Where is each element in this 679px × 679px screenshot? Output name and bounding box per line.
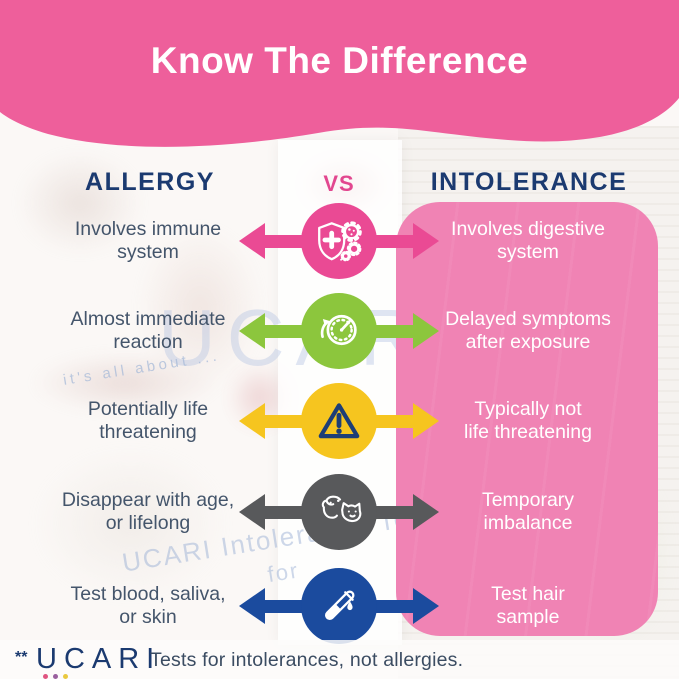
intolerance-fact: Typically not life threatening (464, 398, 592, 443)
logo-dot-purple (53, 674, 58, 679)
intolerance-fact: Delayed symptoms after exposure (445, 308, 611, 353)
allergy-fact: Potentially life threatening (87, 398, 209, 443)
column-header-intolerance: INTOLERANCE (430, 168, 628, 196)
pets-icon (301, 474, 377, 550)
header-banner: Know The Difference (0, 0, 679, 160)
comparison-row-severity: Potentially life threatening Typically n… (0, 376, 679, 466)
stopwatch-glyph (320, 314, 357, 346)
logo-dot-yellow (63, 674, 68, 679)
banner-wave-path (0, 0, 679, 147)
intolerance-fact: Temporary imbalance (481, 489, 575, 534)
footer-tagline: Tests for intolerances, not allergies. (150, 649, 464, 671)
right-arrow-icon (413, 403, 439, 439)
left-arrow-icon (239, 494, 265, 530)
right-arrow-icon (413, 588, 439, 624)
dog-cat-glyph (321, 495, 362, 523)
page-title: Know The Difference (150, 40, 529, 81)
left-arrow-icon (239, 403, 265, 439)
allergy-fact: Disappear with age, or lifelong (61, 489, 235, 534)
allergy-fact: Almost immediate reaction (70, 308, 226, 353)
footer: ** UCARI Tests for intolerances, not all… (0, 640, 679, 679)
arrow-shaft (370, 505, 417, 519)
arrow-shaft (370, 414, 417, 428)
arrow-shaft (262, 599, 309, 613)
footnote-asterisks: ** (15, 649, 28, 666)
right-arrow-icon (413, 313, 439, 349)
arrow-shaft (370, 599, 417, 613)
comparison-row-testing: Test blood, saliva, or skin Test hair sa… (0, 561, 679, 651)
right-arrow-icon (413, 494, 439, 530)
arrow-shaft (262, 234, 309, 248)
arrow-shaft (262, 505, 309, 519)
warning-triangle-glyph (318, 403, 360, 439)
ucari-logo-dots (43, 674, 68, 679)
warning-icon (301, 383, 377, 459)
arrow-shaft (370, 234, 417, 248)
logo-dot-pink (43, 674, 48, 679)
arrow-shaft (370, 324, 417, 338)
intolerance-fact: Test hair sample (491, 583, 565, 628)
comparison-row-immune: Involves immune system Involves digestiv… (0, 196, 679, 286)
allergy-fact: Test blood, saliva, or skin (70, 583, 226, 628)
left-arrow-icon (239, 588, 265, 624)
left-arrow-icon (239, 313, 265, 349)
immune-shield-icon (301, 203, 377, 279)
intolerance-fact: Involves digestive system (451, 218, 605, 263)
test-tube-glyph (325, 590, 355, 620)
vs-label: VS (323, 171, 355, 196)
comparison-row-timing: Almost immediate reaction Delayed sympto… (0, 286, 679, 376)
ucari-logo: UCARI (36, 643, 162, 675)
left-arrow-icon (239, 223, 265, 259)
banner-wave-shape (0, 0, 679, 147)
column-header-allergy: ALLERGY (85, 168, 215, 196)
right-arrow-icon (413, 223, 439, 259)
timer-icon (301, 293, 377, 369)
arrow-shaft (262, 324, 309, 338)
test-tube-icon (301, 568, 377, 644)
arrow-shaft (262, 414, 309, 428)
comparison-row-duration: Disappear with age, or lifelong Temporar… (0, 467, 679, 557)
allergy-fact: Involves immune system (74, 218, 222, 263)
shield-cross-gears-glyph (318, 221, 362, 262)
